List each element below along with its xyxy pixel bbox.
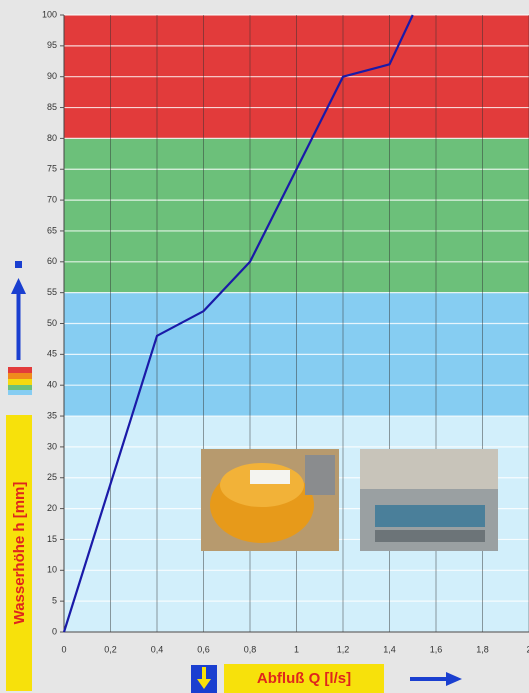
y-tick-label: 50 bbox=[47, 318, 57, 328]
y-tick-label: 10 bbox=[47, 565, 57, 575]
y-tick-label: 90 bbox=[47, 71, 57, 81]
y-tick-label: 30 bbox=[47, 441, 57, 451]
y-tick-label: 5 bbox=[52, 596, 57, 606]
y-tick-label: 35 bbox=[47, 410, 57, 420]
y-tick-label: 25 bbox=[47, 472, 57, 482]
y-tick-label: 95 bbox=[47, 40, 57, 50]
y-tick-label: 0 bbox=[52, 626, 57, 636]
y-tick-label: 85 bbox=[47, 102, 57, 112]
x-tick-label: 1,2 bbox=[337, 644, 350, 654]
x-tick-label: 1,8 bbox=[476, 644, 489, 654]
y-tick-label: 70 bbox=[47, 194, 57, 204]
photo-left bbox=[201, 449, 339, 551]
y-tick-label: 65 bbox=[47, 225, 57, 235]
y-tick-label: 55 bbox=[47, 287, 57, 297]
x-tick-label: 0,8 bbox=[244, 644, 257, 654]
y-tick-label: 15 bbox=[47, 534, 57, 544]
y-tick-label: 100 bbox=[42, 9, 57, 19]
up-arrow bbox=[11, 261, 26, 360]
plot-area: 0510152025303540455055606570758085909510… bbox=[42, 9, 529, 654]
x-tick-label: 2 bbox=[526, 644, 529, 654]
y-label-box bbox=[6, 415, 32, 691]
y-tick-label: 80 bbox=[47, 133, 57, 143]
x-tick-label: 1,6 bbox=[430, 644, 443, 654]
photo-right bbox=[360, 449, 498, 551]
level-swatch bbox=[8, 367, 32, 395]
y-tick-label: 40 bbox=[47, 380, 57, 390]
right-arrow bbox=[410, 672, 462, 686]
y-tick-label: 20 bbox=[47, 503, 57, 513]
x-tick-label: 0,6 bbox=[197, 644, 210, 654]
x-axis-label: Abfluß Q [l/s] bbox=[257, 670, 351, 687]
x-tick-label: 0 bbox=[61, 644, 66, 654]
y-tick-label: 45 bbox=[47, 349, 57, 359]
x-tick-label: 0,4 bbox=[151, 644, 164, 654]
x-label-box bbox=[224, 664, 384, 693]
x-tick-label: 0,2 bbox=[104, 644, 117, 654]
y-axis-label: Wasserhöhe h [mm] bbox=[11, 482, 28, 625]
x-tick-label: 1 bbox=[294, 644, 299, 654]
x-tick-label: 1,4 bbox=[383, 644, 396, 654]
data-line bbox=[62, 14, 414, 633]
y-tick-label: 60 bbox=[47, 256, 57, 266]
down-arrow bbox=[191, 665, 217, 693]
y-tick-label: 75 bbox=[47, 164, 57, 174]
